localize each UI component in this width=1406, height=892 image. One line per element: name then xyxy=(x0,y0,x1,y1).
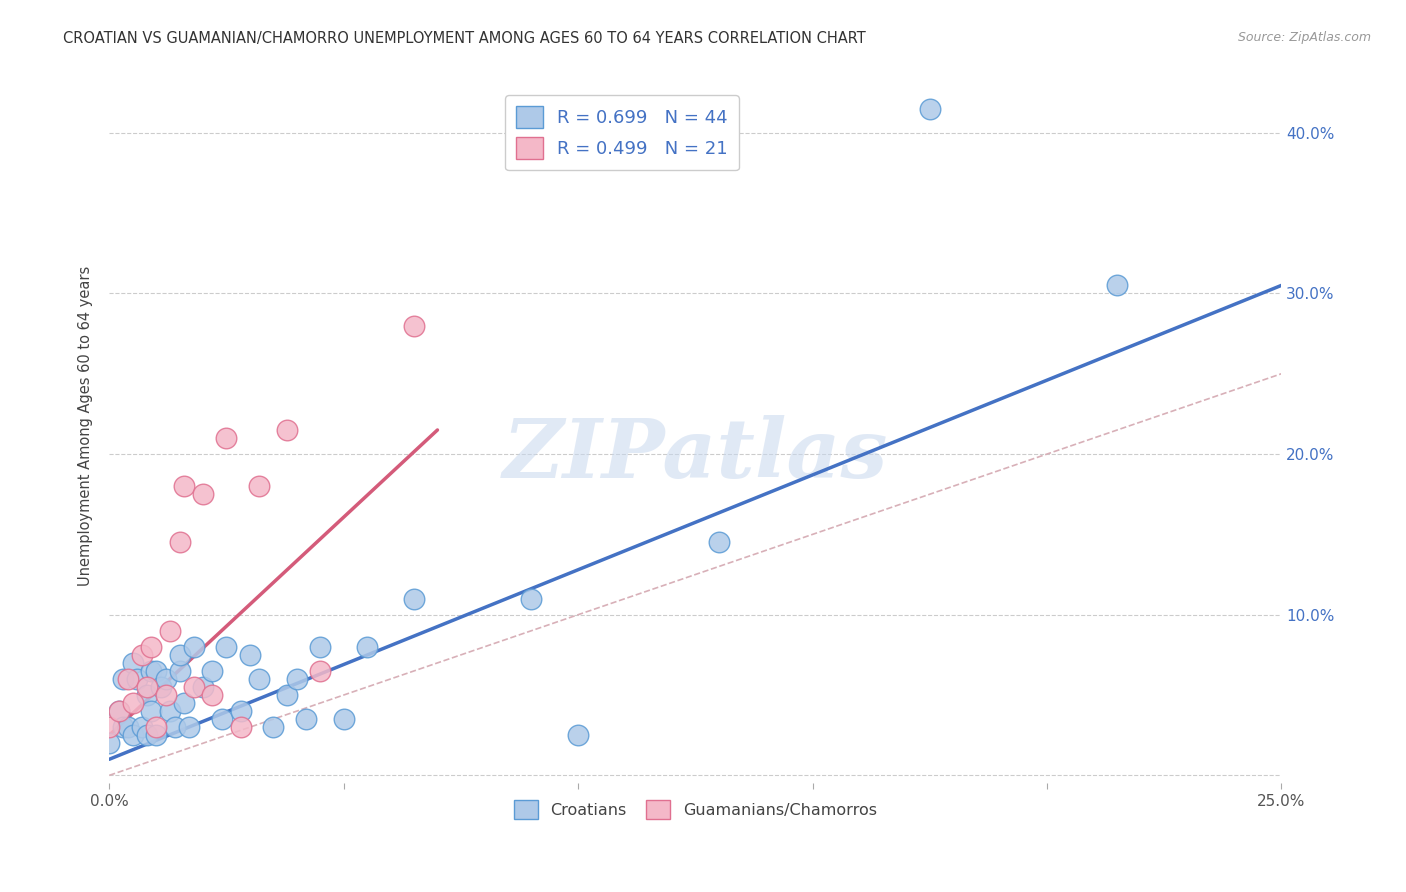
Point xyxy=(112,672,135,686)
Point xyxy=(1107,278,1129,293)
Point xyxy=(215,431,238,445)
Point xyxy=(121,728,143,742)
Point xyxy=(149,680,172,694)
Point xyxy=(276,688,298,702)
Point xyxy=(239,648,262,662)
Point xyxy=(159,624,181,638)
Point xyxy=(98,736,121,750)
Point xyxy=(112,720,135,734)
Point xyxy=(402,318,425,333)
Point xyxy=(177,720,200,734)
Point xyxy=(117,672,139,686)
Point xyxy=(169,664,191,678)
Point xyxy=(183,640,205,654)
Point xyxy=(121,656,143,670)
Point xyxy=(191,680,214,694)
Point xyxy=(229,720,252,734)
Point xyxy=(356,640,378,654)
Point xyxy=(131,648,153,662)
Point xyxy=(309,640,332,654)
Point xyxy=(309,664,332,678)
Point xyxy=(155,672,177,686)
Point xyxy=(117,720,139,734)
Point xyxy=(98,720,121,734)
Point xyxy=(159,704,181,718)
Point xyxy=(262,720,284,734)
Point xyxy=(121,696,143,710)
Point xyxy=(169,535,191,549)
Point xyxy=(107,704,129,718)
Point xyxy=(285,672,308,686)
Point xyxy=(247,672,270,686)
Point xyxy=(247,479,270,493)
Point xyxy=(173,479,195,493)
Point xyxy=(145,728,167,742)
Point xyxy=(295,712,318,726)
Text: ZIPatlas: ZIPatlas xyxy=(502,415,889,494)
Point xyxy=(229,704,252,718)
Point xyxy=(141,704,163,718)
Point xyxy=(141,664,163,678)
Text: CROATIAN VS GUAMANIAN/CHAMORRO UNEMPLOYMENT AMONG AGES 60 TO 64 YEARS CORRELATIO: CROATIAN VS GUAMANIAN/CHAMORRO UNEMPLOYM… xyxy=(63,31,866,46)
Point xyxy=(918,102,941,116)
Point xyxy=(183,680,205,694)
Point xyxy=(107,704,129,718)
Point xyxy=(135,688,157,702)
Point xyxy=(191,487,214,501)
Point xyxy=(707,535,730,549)
Y-axis label: Unemployment Among Ages 60 to 64 years: Unemployment Among Ages 60 to 64 years xyxy=(79,266,93,586)
Point xyxy=(135,680,157,694)
Point xyxy=(169,648,191,662)
Point xyxy=(127,672,149,686)
Point xyxy=(145,720,167,734)
Point xyxy=(173,696,195,710)
Legend: Croatians, Guamanians/Chamorros: Croatians, Guamanians/Chamorros xyxy=(508,793,883,825)
Point xyxy=(201,688,224,702)
Point xyxy=(145,664,167,678)
Point xyxy=(567,728,589,742)
Point xyxy=(211,712,233,726)
Point xyxy=(215,640,238,654)
Point xyxy=(131,720,153,734)
Point xyxy=(155,688,177,702)
Point xyxy=(163,720,186,734)
Text: Source: ZipAtlas.com: Source: ZipAtlas.com xyxy=(1237,31,1371,45)
Point xyxy=(135,728,157,742)
Point xyxy=(402,591,425,606)
Point xyxy=(201,664,224,678)
Point xyxy=(520,591,543,606)
Point xyxy=(141,640,163,654)
Point xyxy=(332,712,354,726)
Point xyxy=(276,423,298,437)
